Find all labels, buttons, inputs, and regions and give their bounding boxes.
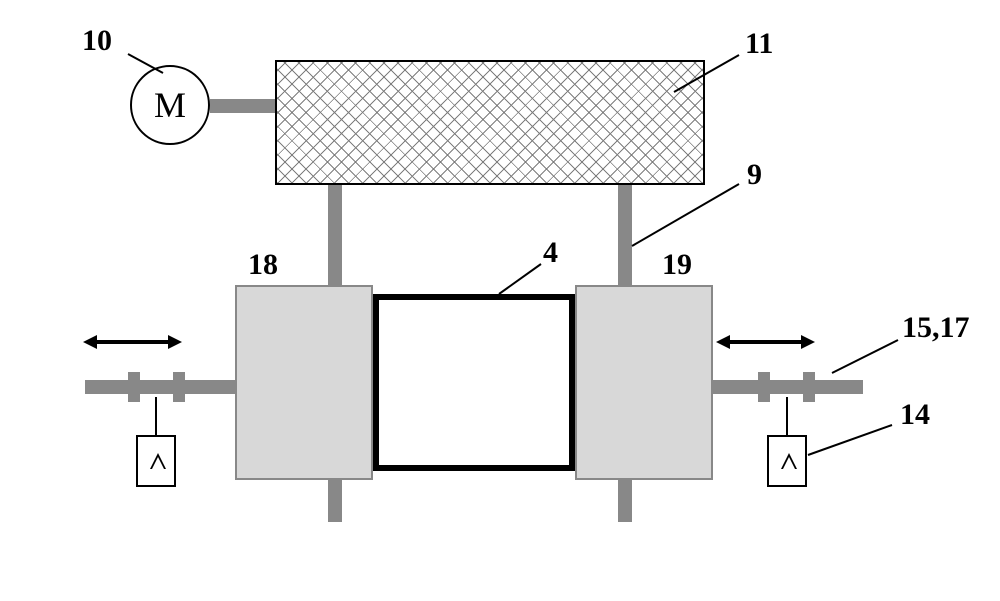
left-shaft-bump-2 (173, 372, 185, 402)
label-18: 18 (248, 248, 278, 282)
label-19: 19 (662, 248, 692, 282)
label-10: 10 (82, 24, 112, 58)
center-box-4 (373, 294, 575, 471)
motor-symbol: M (130, 65, 210, 145)
label-4: 4 (543, 236, 558, 270)
left-double-arrow-line (97, 340, 168, 344)
motor-shaft (210, 99, 275, 113)
left-sensor-box (136, 435, 176, 487)
right-sensor-leader (786, 397, 788, 435)
right-arrow-head-l (716, 335, 730, 349)
block-18 (235, 285, 373, 480)
block-19 (575, 285, 713, 480)
left-sensor-leader (155, 397, 157, 435)
right-double-arrow-line (730, 340, 801, 344)
schematic-diagram: M 10 11 9 (50, 30, 950, 570)
left-shaft (85, 380, 235, 394)
label-11: 11 (745, 27, 773, 61)
top-post-left (328, 185, 342, 285)
left-shaft-bump-1 (128, 372, 140, 402)
left-arrow-head-r (168, 335, 182, 349)
bottom-post-left (328, 480, 342, 522)
left-sensor-triangle-inner (152, 457, 164, 469)
top-post-right-9 (618, 185, 632, 285)
right-shaft-bump-2 (803, 372, 815, 402)
right-shaft-bump-1 (758, 372, 770, 402)
hatched-block-11 (275, 60, 705, 185)
label-9: 9 (747, 158, 762, 192)
right-sensor-box-14 (767, 435, 807, 487)
right-shaft (713, 380, 863, 394)
right-sensor-triangle-inner (783, 457, 795, 469)
left-arrow-head-l (83, 335, 97, 349)
label-14: 14 (900, 398, 930, 432)
motor-letter: M (154, 84, 186, 126)
bottom-post-right (618, 480, 632, 522)
label-15-17: 15,17 (902, 311, 970, 345)
right-arrow-head-r (801, 335, 815, 349)
